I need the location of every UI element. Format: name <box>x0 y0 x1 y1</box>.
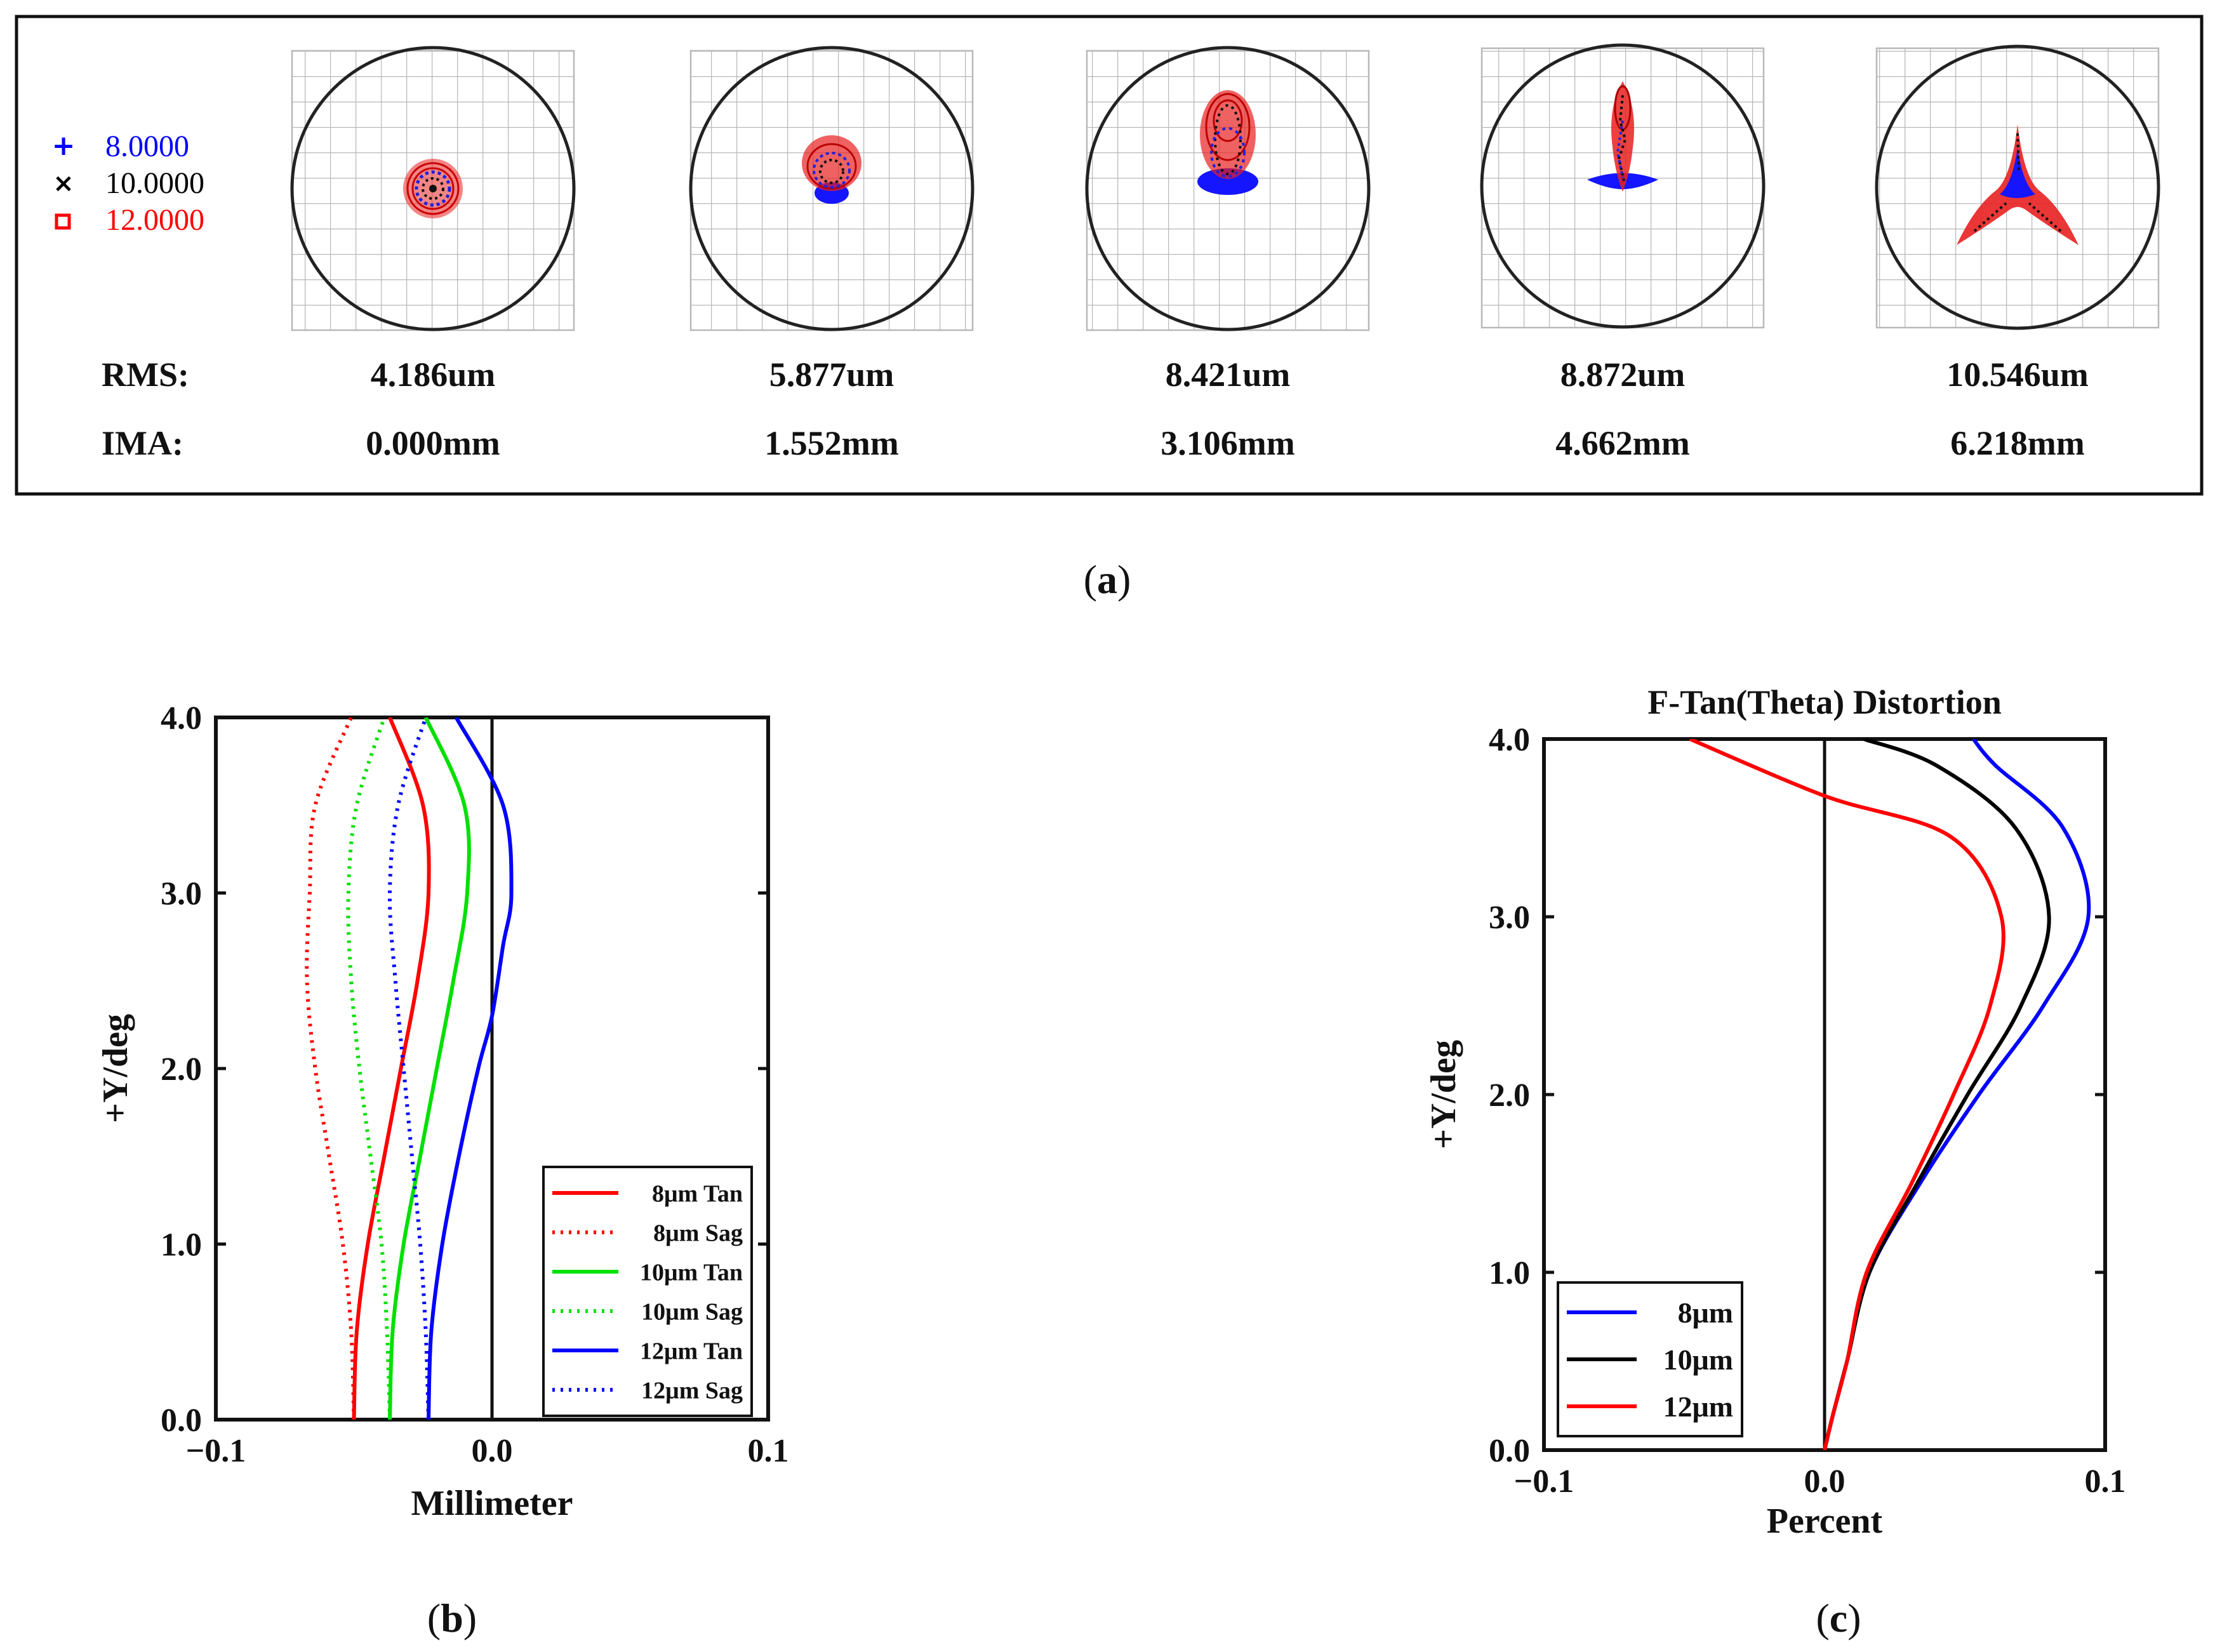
chart-c-legend-label-1: 10μm <box>1663 1343 1733 1376</box>
caption-a-close: ) <box>1117 557 1131 602</box>
chart-b-ytick-label: 1.0 <box>161 1227 202 1263</box>
chart-c-xtick-label: 0.1 <box>2085 1463 2126 1500</box>
panel-a: + 8.0000 × 10.0000 12.0000 <box>15 15 2204 602</box>
chart-b-yaxis-label: +Y/deg <box>96 1014 135 1123</box>
chart-b-ytick-label: 4.0 <box>161 700 202 736</box>
ima-value-4: 4.662mm <box>1555 424 1689 462</box>
spot-diagram-5 <box>1875 44 2160 330</box>
ima-value-3: 3.106mm <box>1161 424 1294 462</box>
airy-circle-5 <box>1875 44 2160 330</box>
chart-b-series-0-line <box>352 717 431 1420</box>
chart-b-series-1-line <box>305 717 356 1420</box>
ima-value-5: 6.218mm <box>1950 424 2084 462</box>
chart-c-xtick-label: −0.1 <box>1514 1463 1574 1500</box>
chart-b-series-2-line <box>388 717 471 1420</box>
chart-b-xtick-label: −0.1 <box>186 1433 246 1469</box>
caption-c: (c) <box>1816 1595 1861 1641</box>
rms-value-5: 10.546um <box>1946 356 2089 394</box>
rms-value-1: 4.186um <box>371 356 496 394</box>
chart-b-series-4-line <box>427 717 514 1420</box>
chart-b-ytick-label: 3.0 <box>161 876 202 912</box>
chart-c-yaxis-label: +Y/deg <box>1424 1040 1463 1149</box>
legend-label-10: 10.0000 <box>105 166 204 200</box>
field-curvature-chart: 0.01.02.03.04.0−0.1 0.0 0.1Millimeter+Y/de… <box>96 700 789 1523</box>
chart-b-ytick-label: 0.0 <box>161 1402 202 1439</box>
chart-b-xtick-label: 0.0 <box>472 1433 513 1469</box>
chart-c-ytick-label: 2.0 <box>1489 1077 1530 1114</box>
legend-label-8: 8.0000 <box>105 130 189 163</box>
chart-c-ytick-label: 1.0 <box>1489 1255 1530 1291</box>
rms-value-3: 8.421um <box>1166 356 1291 394</box>
spot-diagram-3 <box>1085 46 1371 331</box>
rms-row-label: RMS: <box>102 356 189 394</box>
chart-b-xaxis-label: Millimeter <box>411 1484 573 1523</box>
legend-label-12: 12.0000 <box>105 203 204 237</box>
spot-diagram-1 <box>290 46 576 331</box>
caption-c-close: ) <box>1847 1595 1861 1641</box>
chart-b-xtick-label: 0.1 <box>748 1433 789 1469</box>
caption-b-close: ) <box>463 1595 477 1641</box>
legend-marker-10: × <box>53 169 74 198</box>
rms-value-2: 5.877um <box>769 356 895 394</box>
spot-diagram-4 <box>1480 43 1766 329</box>
chart-c-ytick-label: 3.0 <box>1489 900 1530 936</box>
airy-circle-4 <box>1480 43 1766 329</box>
spot-legend: + 8.0000 × 10.0000 12.0000 <box>52 130 204 237</box>
chart-c-xaxis-label: Percent <box>1767 1502 1883 1541</box>
chart-b-legend-label-2: 10μm Tan <box>640 1259 743 1286</box>
chart-b-legend-label-4: 12μm Tan <box>640 1338 743 1364</box>
spot-metrics: RMS: IMA: 4.186um 5.877um 8.421um 8.872u… <box>102 356 2089 462</box>
chart-c-chart-title: F-Tan(Theta) Distortion <box>1647 683 2002 721</box>
chart-c-legend-label-2: 12μm <box>1663 1390 1733 1423</box>
chart-c-legend-label-0: 8μm <box>1678 1296 1733 1329</box>
chart-c-xtick-label: 0.0 <box>1804 1463 1846 1500</box>
chart-c-ytick-label: 4.0 <box>1489 722 1530 758</box>
chart-b-ytick-label: 2.0 <box>161 1051 202 1088</box>
chart-c-series-2-line <box>1689 739 2005 1450</box>
caption-b-letter: b <box>441 1595 463 1641</box>
chart-b-series-5-line <box>387 717 430 1420</box>
chart-c-ytick-label: 0.0 <box>1489 1433 1530 1469</box>
ima-row-label: IMA: <box>102 424 183 462</box>
airy-circle-2 <box>689 46 974 331</box>
chart-b-legend-box <box>542 1166 753 1417</box>
chart-b-legend-label-3: 10μm Sag <box>641 1298 743 1325</box>
chart-b-legend-label-1: 8μm Sag <box>653 1220 743 1246</box>
caption-b: (b) <box>427 1595 477 1641</box>
legend-marker-12 <box>55 213 71 230</box>
caption-a-letter: a <box>1097 557 1117 602</box>
distortion-chart: 0.01.02.03.04.0−0.1 0.0 0.1Percent+Y/degF-… <box>1424 683 2126 1541</box>
caption-c-open: ( <box>1816 1595 1829 1641</box>
chart-b-legend-label-5: 12μm Sag <box>641 1377 743 1404</box>
spot-diagram-2 <box>689 46 974 331</box>
airy-circle-3 <box>1085 46 1371 331</box>
ima-value-1: 0.000mm <box>366 424 500 462</box>
chart-c-series-0-line <box>1823 739 2091 1450</box>
chart-c-series-1-line <box>1823 739 2051 1450</box>
caption-a-open: ( <box>1084 557 1097 602</box>
rms-value-4: 8.872um <box>1560 356 1686 394</box>
ima-value-2: 1.552mm <box>764 424 898 462</box>
caption-a: (a) <box>1084 557 1131 602</box>
caption-b-open: ( <box>427 1595 441 1641</box>
caption-c-letter: c <box>1830 1595 1847 1641</box>
chart-b-legend-label-0: 8μm Tan <box>652 1180 743 1207</box>
legend-marker-8: + <box>52 130 76 162</box>
chart-b-series-3-line <box>346 717 392 1420</box>
airy-circle-1 <box>290 46 576 331</box>
